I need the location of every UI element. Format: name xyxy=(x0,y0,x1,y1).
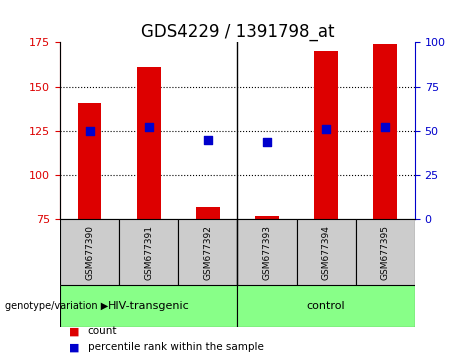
Point xyxy=(86,128,93,134)
Text: ■: ■ xyxy=(69,342,80,352)
Point xyxy=(322,126,330,132)
Bar xyxy=(255,216,279,219)
Bar xyxy=(77,103,101,219)
Text: GSM677390: GSM677390 xyxy=(85,225,94,280)
Bar xyxy=(60,219,119,285)
Bar xyxy=(356,219,415,285)
Point xyxy=(145,125,152,130)
Text: GSM677391: GSM677391 xyxy=(144,225,153,280)
Text: GSM677392: GSM677392 xyxy=(203,225,213,280)
Bar xyxy=(137,67,160,219)
Bar xyxy=(60,285,237,327)
Bar xyxy=(373,44,397,219)
Text: percentile rank within the sample: percentile rank within the sample xyxy=(88,342,264,352)
Bar xyxy=(296,219,356,285)
Title: GDS4229 / 1391798_at: GDS4229 / 1391798_at xyxy=(141,23,334,41)
Bar xyxy=(237,285,415,327)
Point xyxy=(382,125,389,130)
Bar xyxy=(196,207,219,219)
Bar xyxy=(178,219,237,285)
Bar xyxy=(119,219,178,285)
Text: GSM677393: GSM677393 xyxy=(262,225,272,280)
Text: count: count xyxy=(88,326,117,336)
Text: GSM677395: GSM677395 xyxy=(381,225,390,280)
Point xyxy=(263,139,271,144)
Text: HIV-transgenic: HIV-transgenic xyxy=(108,301,189,311)
Bar xyxy=(314,51,338,219)
Text: ■: ■ xyxy=(69,326,80,336)
Text: genotype/variation ▶: genotype/variation ▶ xyxy=(5,301,108,311)
Bar xyxy=(237,219,296,285)
Text: control: control xyxy=(307,301,345,311)
Point xyxy=(204,137,212,143)
Text: GSM677394: GSM677394 xyxy=(322,225,331,280)
